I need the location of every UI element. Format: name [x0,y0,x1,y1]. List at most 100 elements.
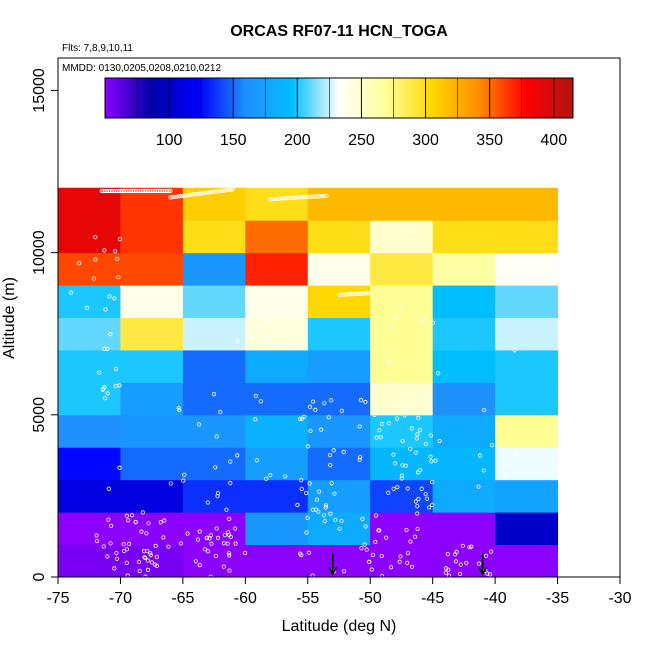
track-dot [121,542,126,547]
track-dot [182,472,187,478]
track-dot [360,516,365,521]
track-dot [299,477,304,483]
track-dot [395,416,400,421]
colorbar: 100 150 200 250 300 350 400 [104,77,574,149]
track-dot [403,463,408,468]
track-dot [176,406,181,411]
track-dot [197,191,202,196]
track-dot [115,256,120,261]
track-dot [174,194,179,199]
track-dot [228,534,233,539]
track-dot [489,549,494,554]
track-dot [305,444,311,449]
track-dot [460,543,465,548]
track-dot [148,551,153,556]
track-dot [221,564,226,569]
track-dot [141,549,147,554]
heatmap-cell [182,317,246,351]
track-dot [203,190,208,195]
colorbar-tick-label: 300 [412,132,439,149]
track-dot [319,194,325,199]
track-dot [144,531,149,536]
track-dot [363,524,368,529]
track-dot [226,551,232,556]
track-dot [227,568,232,573]
track-dot [404,527,409,533]
track-dot [412,534,418,539]
heatmap-cell [495,414,559,448]
heatmap-cell [58,285,121,318]
track-dot [361,291,366,296]
colorbar-tick-label: 350 [476,132,503,149]
track-dot [328,463,333,468]
track-dot [391,381,397,386]
track-dot [283,196,289,201]
track-dot [476,561,482,566]
track-dot [148,552,153,558]
flights-note: Flts: 7,8,9,10,11 [62,43,133,54]
track-dot [235,338,240,343]
heatmap-cell [370,512,434,546]
track-dot [181,478,186,483]
track-dot [348,292,353,297]
arrow-head [328,566,338,576]
track-dot [168,195,173,200]
heatmap-cell [307,220,371,254]
track-dot [370,552,375,558]
track-dot [93,257,98,262]
track-dot [222,188,227,193]
track-dot [228,187,233,192]
track-dot [469,544,474,549]
heatmap-cell [245,479,309,513]
track-dot [408,446,413,452]
track-dot [193,192,198,197]
track-dot [191,192,196,197]
track-dot [322,513,327,518]
heatmap-cell [307,317,371,351]
track-dot [102,346,107,351]
track-dot [224,507,229,512]
heatmap-cell [432,285,496,318]
track-dot [136,559,142,564]
track-dot [443,570,448,575]
track-dot [409,564,415,569]
track-dot [270,196,275,202]
track-dot [297,416,303,422]
track-dot [178,194,183,199]
track-dot [322,193,327,199]
track-dot [485,571,490,576]
track-dot [253,417,258,422]
track-dot [113,383,118,389]
track-dot [306,194,311,199]
heatmap-cell [120,349,184,383]
heatmap-cell [120,382,184,416]
track-dot [373,539,378,544]
track-dot [233,541,238,546]
track-dot [201,191,206,196]
track-dot [336,292,342,297]
x-tick-label: -75 [46,590,69,607]
colorbar-tick-label: 150 [220,132,247,149]
track-dot [437,438,442,444]
colorbar-tick-label: 200 [284,132,311,149]
track-dot [313,407,318,412]
track-dot [374,435,379,440]
heatmap-cell [120,479,184,513]
track-dot [363,399,368,405]
heatmap-cell [495,382,559,416]
track-dot [430,320,435,325]
track-dot [243,550,248,556]
heatmap-cell [495,512,559,546]
track-dot [423,492,428,497]
track-dot [292,195,298,200]
track-dot [297,195,302,200]
track-dot [197,529,202,534]
track-dot [388,565,394,570]
heatmap-cell [495,317,559,351]
track-dot [315,194,320,199]
colorbar-tick-label: 250 [348,132,375,149]
heatmap-cell [58,544,121,577]
track-dot [503,473,508,478]
heatmap-cells [58,187,559,577]
track-dot [350,291,355,297]
